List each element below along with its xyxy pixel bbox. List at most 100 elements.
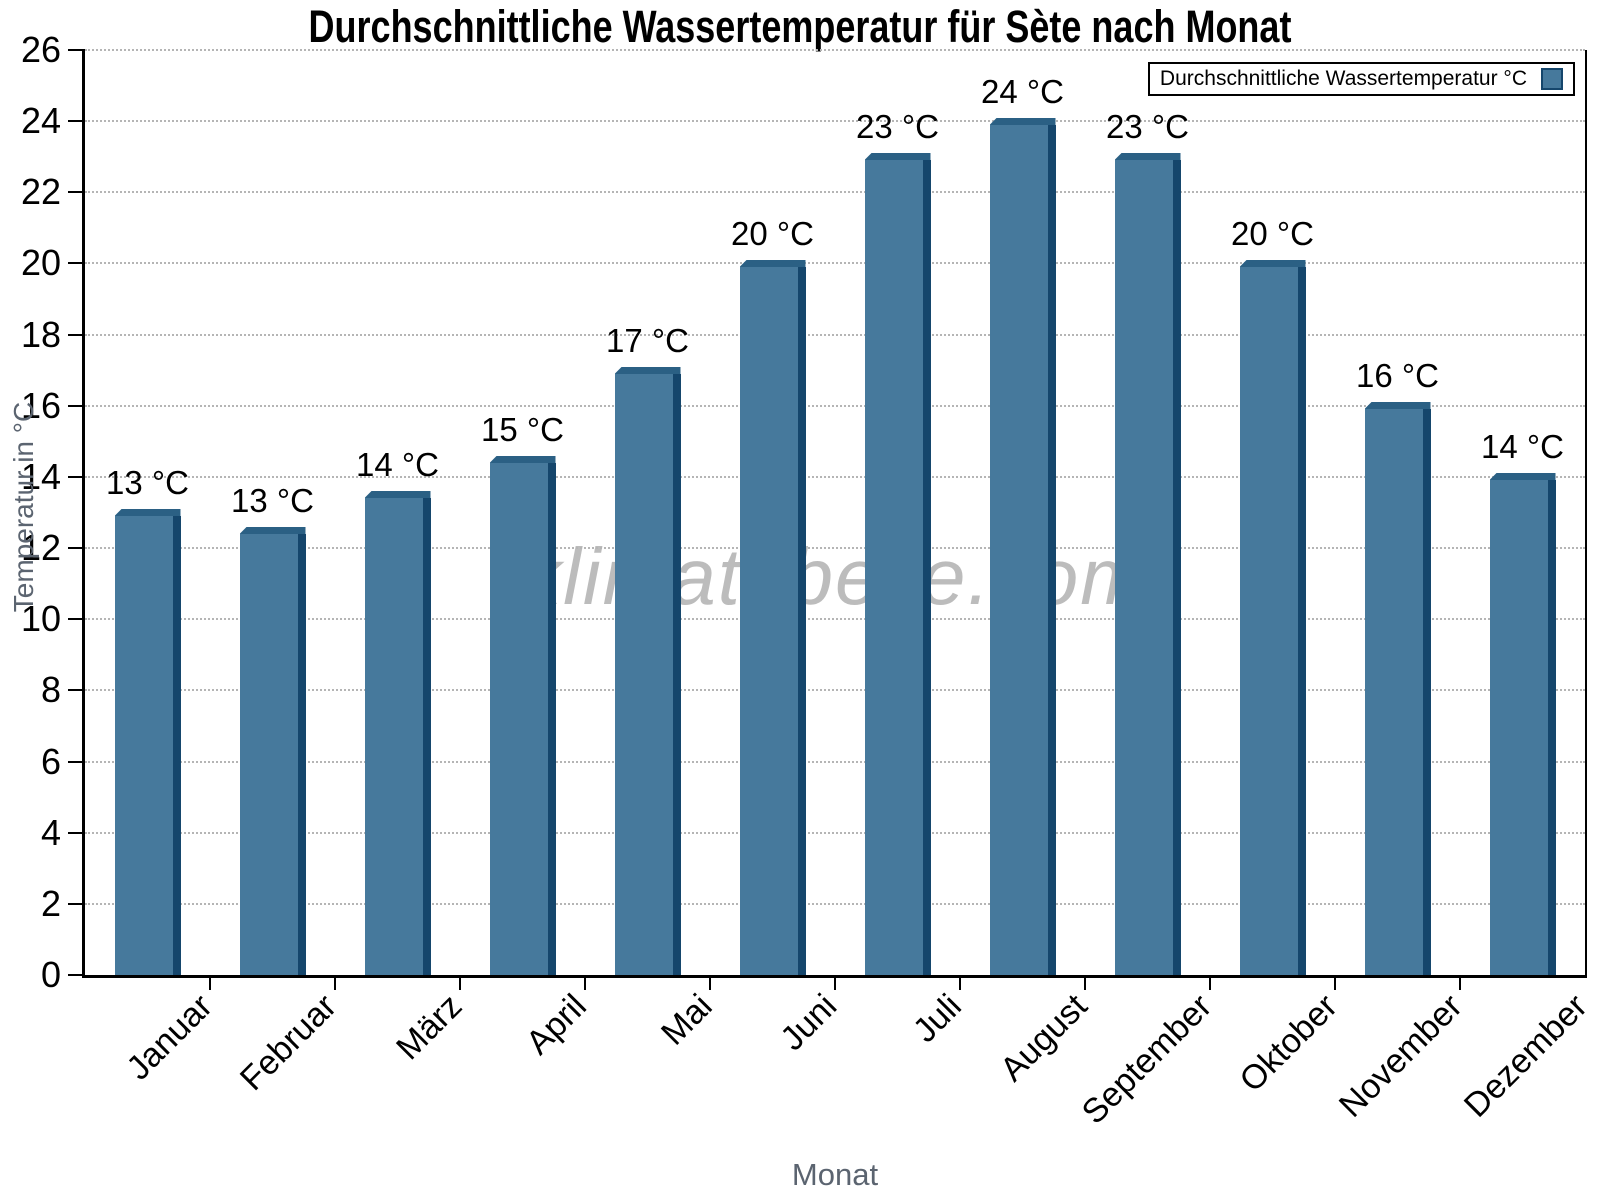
bar-face: [739, 267, 798, 975]
x-tick-9: [1209, 975, 1211, 990]
bar-cap: [239, 527, 306, 534]
x-category-label-august: August: [992, 987, 1095, 1089]
y-tick-label-2: 2: [40, 882, 61, 924]
bar-juli: [864, 153, 931, 975]
y-tick-12: [68, 547, 85, 550]
gridline-4: [85, 831, 1585, 834]
bar-face: [1114, 160, 1173, 975]
bar-side: [1422, 409, 1431, 975]
legend-label: Durchschnittliche Wassertemperatur °C: [1159, 67, 1527, 90]
bar-value-label-9: 23 °C: [1106, 108, 1189, 145]
bar-cap: [489, 456, 556, 463]
bar-value-label-11: 16 °C: [1356, 357, 1439, 394]
y-tick-label-14: 14: [20, 455, 61, 497]
y-tick-label-0: 0: [40, 954, 61, 995]
y-tick-label-22: 22: [20, 171, 61, 213]
bar-face: [989, 125, 1048, 975]
bar-cap: [1239, 260, 1306, 267]
bar-face: [364, 498, 423, 975]
bar-value-label-4: 15 °C: [481, 411, 564, 448]
bar-august: [989, 118, 1056, 975]
bar-value-label-3: 14 °C: [356, 446, 439, 483]
bar-cap: [864, 153, 931, 160]
bar-side: [922, 160, 931, 975]
y-tick-22: [68, 191, 85, 194]
y-tick-label-26: 26: [20, 29, 61, 70]
y-tick-4: [68, 831, 85, 834]
gridline-24: [85, 120, 1585, 123]
gridline-2: [85, 902, 1585, 905]
legend: Durchschnittliche Wassertemperatur °C: [1147, 62, 1575, 96]
bar-side: [1297, 267, 1306, 975]
watermark: klimatabelle.com: [521, 532, 1149, 621]
bar-märz: [364, 491, 431, 975]
x-category-label-märz: März: [389, 987, 470, 1068]
y-tick-14: [68, 475, 85, 478]
y-tick-label-18: 18: [20, 313, 61, 355]
bar-februar: [239, 527, 306, 975]
x-axis-title: Monat: [791, 1157, 879, 1192]
x-tick-6: [834, 975, 836, 990]
x-category-label-mai: Mai: [653, 987, 720, 1053]
y-tick-8: [68, 689, 85, 692]
y-tick-label-8: 8: [40, 669, 61, 711]
bar-face: [1364, 409, 1423, 975]
y-tick-label-12: 12: [20, 527, 61, 569]
x-category-label-februar: Februar: [233, 987, 345, 1099]
bar-value-label-6: 20 °C: [731, 215, 814, 252]
y-tick-label-4: 4: [40, 811, 61, 853]
bar-face: [114, 516, 173, 975]
gridline-10: [85, 618, 1585, 621]
bar-value-label-12: 14 °C: [1481, 428, 1564, 465]
x-category-label-juli: Juli: [906, 987, 970, 1050]
y-tick-16: [68, 404, 85, 407]
bar-mai: [614, 367, 681, 975]
bar-november: [1364, 402, 1431, 975]
gridline-6: [85, 760, 1585, 763]
bar-value-label-7: 23 °C: [856, 108, 939, 145]
bar-side: [1172, 160, 1181, 975]
bar-oktober: [1239, 260, 1306, 975]
y-tick-10: [68, 618, 85, 621]
y-axis-line: [82, 50, 85, 978]
gridline-18: [85, 333, 1585, 336]
gridline-8: [85, 689, 1585, 692]
bar-cap: [1364, 402, 1431, 409]
gridline-20: [85, 262, 1585, 265]
right-border-line: [1585, 50, 1587, 978]
x-tick-1: [209, 975, 211, 990]
bar-cap: [1489, 473, 1556, 480]
x-tick-11: [1459, 975, 1461, 990]
bar-side: [672, 374, 681, 975]
bar-cap: [114, 509, 181, 516]
gridline-16: [85, 404, 1585, 407]
bar-value-label-1: 13 °C: [106, 464, 189, 501]
gridline-26: [85, 49, 1585, 51]
bar-september: [1114, 153, 1181, 975]
x-tick-5: [709, 975, 711, 990]
bar-side: [1547, 480, 1556, 975]
y-tick-0: [68, 974, 85, 976]
gridline-12: [85, 547, 1585, 550]
gridline-14: [85, 475, 1585, 478]
x-tick-2: [334, 975, 336, 990]
x-category-label-juni: Juni: [773, 987, 845, 1058]
bar-side: [1047, 125, 1056, 975]
bar-face: [1239, 267, 1298, 975]
bar-value-label-10: 20 °C: [1231, 215, 1314, 252]
y-tick-2: [68, 902, 85, 905]
y-tick-18: [68, 333, 85, 336]
x-tick-3: [459, 975, 461, 990]
bar-side: [297, 534, 306, 975]
x-category-label-dezember: Dezember: [1456, 987, 1595, 1125]
bar-januar: [114, 509, 181, 975]
y-tick-label-10: 10: [20, 598, 61, 640]
x-category-label-januar: Januar: [118, 987, 220, 1088]
y-tick-label-16: 16: [20, 384, 61, 426]
bar-side: [422, 498, 431, 975]
x-tick-4: [584, 975, 586, 990]
y-tick-6: [68, 760, 85, 763]
chart-title: Durchschnittliche Wassertemperatur für S…: [308, 1, 1292, 52]
x-tick-10: [1334, 975, 1336, 990]
